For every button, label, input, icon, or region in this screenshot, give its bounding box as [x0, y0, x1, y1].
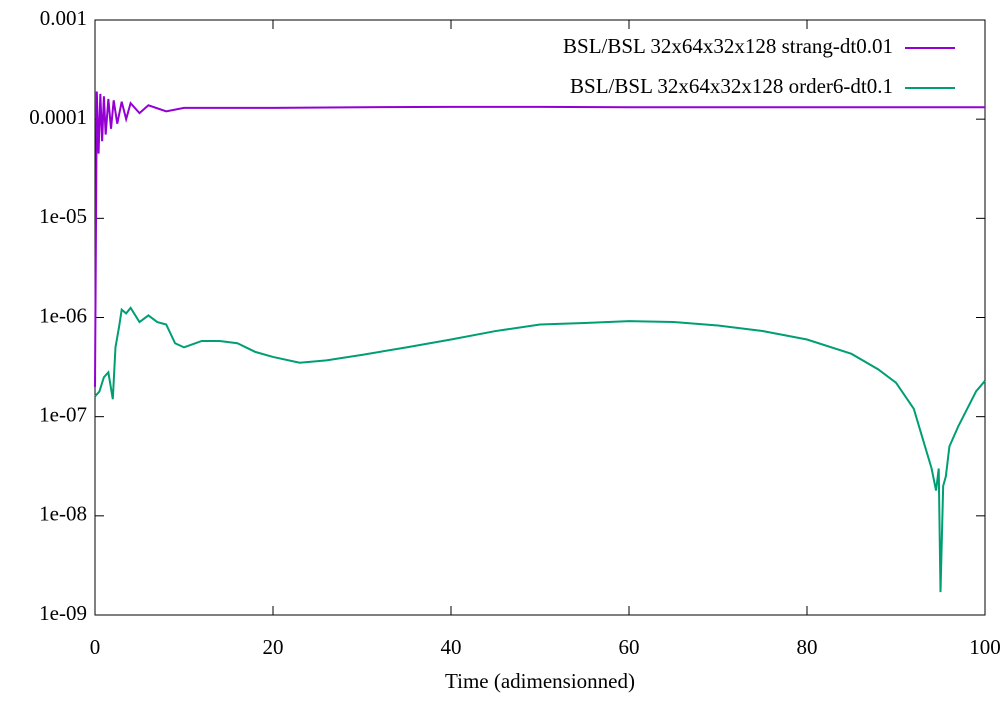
x-tick-label: 40: [441, 635, 462, 659]
y-tick-label: 1e-07: [39, 402, 87, 426]
x-tick-label: 0: [90, 635, 101, 659]
plot-border: [94, 19, 986, 616]
series-line: [94, 306, 986, 593]
y-tick-label: 1e-06: [39, 303, 87, 327]
y-tick-label: 0.001: [40, 6, 87, 30]
y-tick-label: 1e-05: [39, 204, 87, 228]
y-tick-label: 1e-09: [39, 601, 87, 625]
y-tick-label: 0.0001: [29, 105, 87, 129]
x-tick-label: 80: [797, 635, 818, 659]
series-line: [94, 91, 985, 387]
x-tick-label: 20: [263, 635, 284, 659]
legend-label: BSL/BSL 32x64x32x128 order6-dt0.1: [570, 74, 893, 98]
x-tick-label: 100: [969, 635, 1001, 659]
legend-label: BSL/BSL 32x64x32x128 strang-dt0.01: [563, 34, 893, 58]
x-axis-label: Time (adimensionned): [445, 669, 635, 693]
x-tick-label: 60: [619, 635, 640, 659]
y-tick-label: 1e-08: [39, 502, 87, 526]
